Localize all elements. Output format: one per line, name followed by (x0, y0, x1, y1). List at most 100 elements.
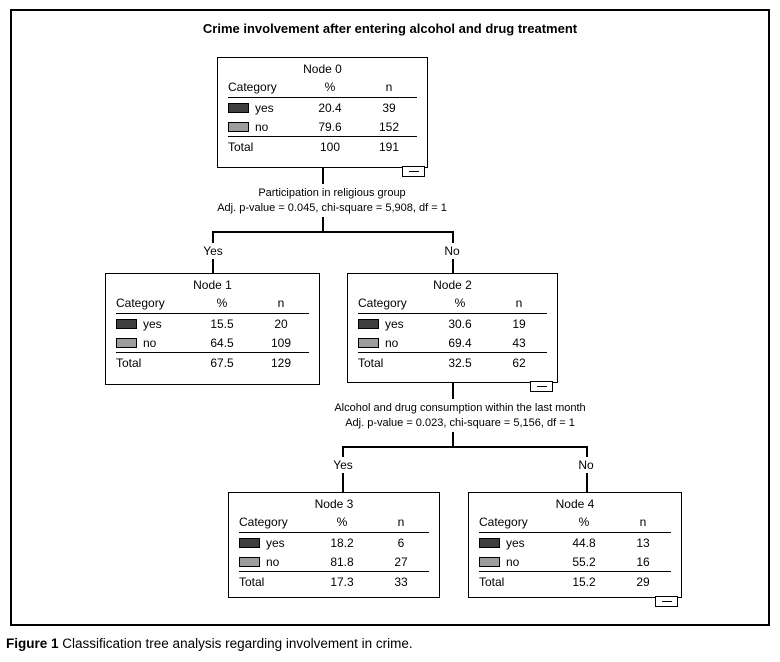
node-table: Category % n yes 44.8 13 no 55.2 16 Tota… (479, 514, 671, 591)
total-label: Total (358, 356, 384, 370)
tree-title: Crime involvement after entering alcohol… (202, 21, 578, 36)
column-header-n: n (397, 515, 405, 529)
column-header-n: n (639, 515, 647, 529)
pct-value: 67.5 (210, 356, 234, 370)
split2-variable: Alcohol and drug consumption within the … (334, 402, 586, 414)
column-header-n: n (385, 80, 393, 94)
connector-to-node2 (452, 259, 454, 273)
table-row-yes: yes 30.6 19 (358, 314, 547, 333)
n-value: 129 (270, 356, 292, 370)
node-title: Node 1 (193, 278, 232, 292)
column-header-n: n (515, 296, 523, 310)
n-value: 16 (636, 555, 650, 569)
connector-split2-horizontal (342, 446, 587, 448)
table-row-total: Total 17.3 33 (239, 572, 429, 591)
table-row-no: no 64.5 109 (116, 333, 309, 353)
pct-value: 81.8 (330, 555, 354, 569)
yes-swatch-icon (239, 538, 260, 548)
n-value: 29 (636, 575, 650, 589)
connector-split2-left-drop (342, 446, 344, 457)
category-label: no (506, 555, 520, 569)
caption-label: Figure 1 (6, 636, 59, 651)
table-row-total: Total 32.5 62 (358, 353, 547, 372)
category-label: no (143, 336, 157, 350)
table-row-yes: yes 18.2 6 (239, 533, 429, 552)
pct-value: 79.6 (318, 120, 342, 134)
minus-icon (408, 170, 419, 173)
no-swatch-icon (239, 557, 260, 567)
n-value: 39 (382, 101, 396, 115)
node-3: Node 3 Category % n yes 18.2 6 no 81.8 2… (228, 492, 440, 598)
n-value: 13 (636, 536, 650, 550)
node-table: Category % n yes 20.4 39 no 79.6 152 Tot… (228, 79, 417, 156)
n-value: 20 (274, 317, 288, 331)
node-4: Node 4 Category % n yes 44.8 13 no 55.2 … (468, 492, 682, 607)
no-swatch-icon (479, 557, 500, 567)
pct-value: 64.5 (210, 336, 234, 350)
node-table: Category % n yes 15.5 20 no 64.5 109 Tot… (116, 295, 309, 372)
connector-to-node4 (586, 473, 588, 492)
column-header-pct: % (454, 296, 466, 310)
node-table: Category % n yes 18.2 6 no 81.8 27 Total… (239, 514, 429, 591)
node-title: Node 0 (303, 62, 342, 76)
table-header-row: Category % n (228, 79, 417, 98)
connector-node2-down (452, 383, 454, 399)
column-header-category: Category (228, 80, 277, 94)
branch-label-yes-2: Yes (333, 458, 353, 472)
connector-to-node3 (342, 473, 344, 492)
connector-split1-down (322, 217, 324, 232)
table-row-no: no 79.6 152 (228, 117, 417, 137)
table-row-total: Total 100 191 (228, 137, 417, 156)
n-value: 191 (378, 140, 400, 154)
table-row-no: no 55.2 16 (479, 552, 671, 572)
node-2: Node 2 Category % n yes 30.6 19 no 69.4 … (347, 273, 558, 392)
connector-node0-down (322, 168, 324, 184)
table-row-yes: yes 44.8 13 (479, 533, 671, 552)
branch-label-yes-1: Yes (203, 244, 223, 258)
total-label: Total (116, 356, 142, 370)
table-row-total: Total 67.5 129 (116, 353, 309, 372)
category-label: yes (255, 101, 274, 115)
node-1: Node 1 Category % n yes 15.5 20 no 64.5 … (105, 273, 320, 385)
table-header-row: Category % n (358, 295, 547, 314)
pct-value: 32.5 (448, 356, 472, 370)
pct-value: 15.5 (210, 317, 234, 331)
collapse-toggle[interactable] (530, 381, 553, 392)
branch-label-no-2: No (578, 458, 594, 472)
column-header-category: Category (239, 515, 288, 529)
total-label: Total (239, 575, 265, 589)
split2-stats: Adj. p-value = 0.023, chi-square = 5,156… (345, 417, 575, 429)
total-label: Total (479, 575, 505, 589)
category-label: yes (385, 317, 404, 331)
no-swatch-icon (116, 338, 137, 348)
collapse-toggle[interactable] (655, 596, 678, 607)
n-value: 109 (270, 336, 292, 350)
node-title: Node 2 (433, 278, 472, 292)
node-title: Node 4 (555, 497, 595, 511)
pct-value: 17.3 (330, 575, 354, 589)
pct-value: 20.4 (318, 101, 342, 115)
no-swatch-icon (228, 122, 249, 132)
n-value: 6 (397, 536, 405, 550)
n-value: 27 (394, 555, 408, 569)
table-row-yes: yes 20.4 39 (228, 98, 417, 117)
minus-icon (661, 600, 672, 603)
category-label: no (255, 120, 269, 134)
collapse-toggle[interactable] (402, 166, 425, 177)
n-value: 152 (378, 120, 400, 134)
category-label: yes (143, 317, 162, 331)
category-label: no (266, 555, 280, 569)
table-row-total: Total 15.2 29 (479, 572, 671, 591)
pct-value: 18.2 (330, 536, 354, 550)
column-header-category: Category (358, 296, 407, 310)
column-header-pct: % (324, 80, 336, 94)
category-label: no (385, 336, 399, 350)
figure-caption: Figure 1 Classification tree analysis re… (6, 636, 413, 651)
table-header-row: Category % n (479, 514, 671, 533)
connector-split1-horizontal (212, 231, 454, 233)
connector-split2-right-drop (586, 446, 588, 457)
column-header-n: n (277, 296, 285, 310)
column-header-pct: % (216, 296, 228, 310)
yes-swatch-icon (358, 319, 379, 329)
